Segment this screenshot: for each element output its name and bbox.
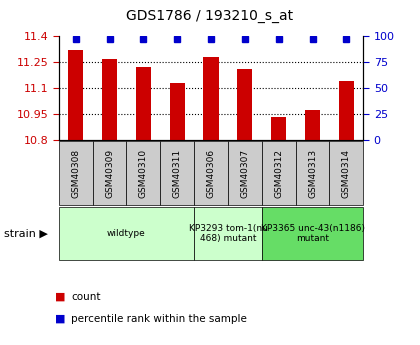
Text: percentile rank within the sample: percentile rank within the sample [71,314,247,324]
Bar [203,57,219,140]
Bar [339,81,354,140]
Text: GSM40309: GSM40309 [105,149,114,198]
Bar [271,117,286,140]
Bar [68,50,83,140]
Text: wildtype: wildtype [107,229,146,238]
Text: count: count [71,292,101,302]
Text: GDS1786 / 193210_s_at: GDS1786 / 193210_s_at [126,9,294,22]
Text: GSM40306: GSM40306 [207,149,215,198]
Bar [136,67,151,140]
Text: KP3293 tom-1(nu
468) mutant: KP3293 tom-1(nu 468) mutant [189,224,268,244]
Text: GSM40313: GSM40313 [308,149,317,198]
Text: GSM40311: GSM40311 [173,149,182,198]
Text: strain ▶: strain ▶ [4,229,48,239]
Text: ■: ■ [55,292,65,302]
Text: GSM40312: GSM40312 [274,149,283,198]
Bar [102,59,117,140]
Bar [237,69,252,140]
Text: GSM40310: GSM40310 [139,149,148,198]
Bar [170,83,185,140]
Text: GSM40314: GSM40314 [342,149,351,198]
Text: KP3365 unc-43(n1186)
mutant: KP3365 unc-43(n1186) mutant [260,224,365,244]
Bar [305,110,320,140]
Text: GSM40307: GSM40307 [240,149,249,198]
Text: ■: ■ [55,314,65,324]
Text: GSM40308: GSM40308 [71,149,80,198]
